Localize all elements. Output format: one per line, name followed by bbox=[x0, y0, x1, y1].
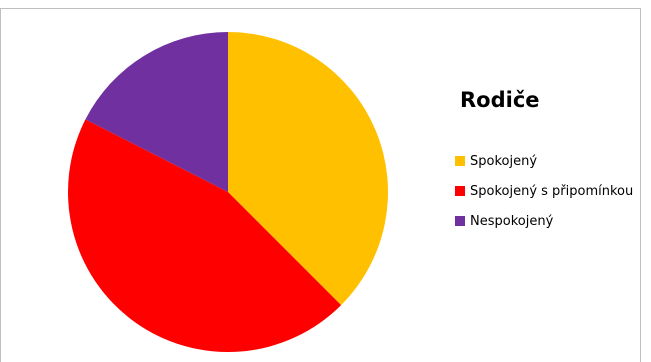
legend-swatch-nespokojeny bbox=[455, 216, 465, 226]
legend-label-nespokojeny: Nespokojený bbox=[470, 213, 554, 229]
legend-item-spokojeny: Spokojený bbox=[455, 150, 633, 172]
legend-label-spokojeny: Spokojený bbox=[470, 153, 538, 169]
pie-slice-nespokojeny bbox=[85, 32, 228, 192]
chart-title: Rodiče bbox=[460, 88, 540, 112]
legend-item-nespokojeny: Nespokojený bbox=[455, 210, 633, 232]
legend-label-spokojeny-s-pripominkou: Spokojený s připomínkou bbox=[470, 183, 634, 199]
legend-swatch-spokojeny-s-pripominkou bbox=[455, 186, 465, 196]
pie-slice-spokojeny-s-pripominkou bbox=[68, 119, 342, 352]
legend: Spokojený Spokojený s připomínkou Nespok… bbox=[455, 150, 633, 240]
legend-item-spokojeny-s-pripominkou: Spokojený s připomínkou bbox=[455, 180, 633, 202]
legend-swatch-spokojeny bbox=[455, 156, 465, 166]
pie-slice-spokojeny bbox=[228, 32, 388, 306]
